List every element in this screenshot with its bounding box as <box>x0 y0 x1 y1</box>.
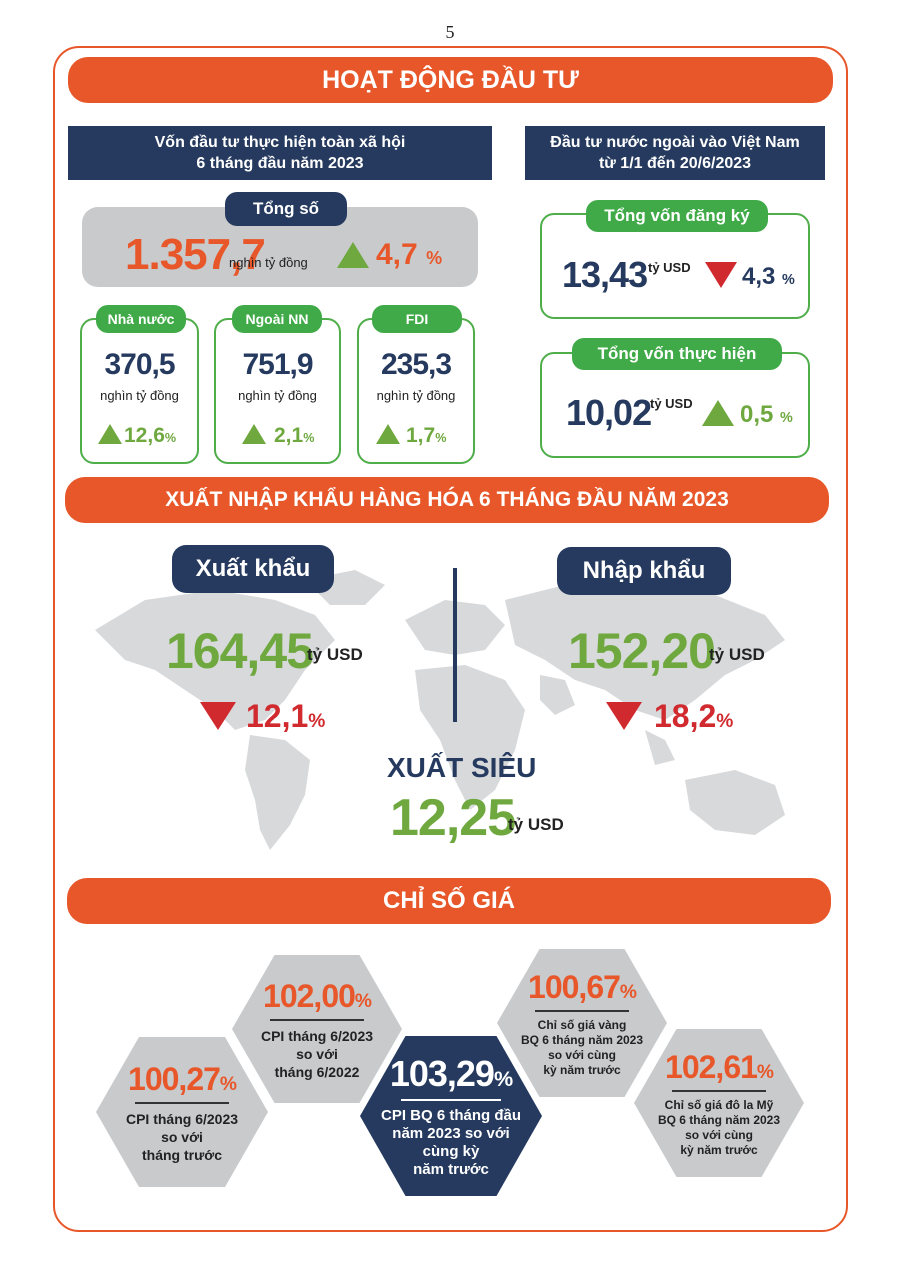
sector-change-private: 2,1% <box>274 424 315 447</box>
price-caption-line: kỳ năm trước <box>543 1062 621 1077</box>
disbursed-unit: tỷ USD <box>650 396 693 411</box>
investment-banner: HOẠT ĐỘNG ĐẦU TƯ <box>68 57 833 103</box>
export-change: 12,1% <box>246 698 326 734</box>
up-arrow-icon <box>98 424 122 444</box>
price-value: 100,67% <box>528 968 637 1005</box>
disbursed-value: 10,02 <box>566 392 652 433</box>
price-caption-line: tháng 6/2022 <box>274 1063 360 1080</box>
disbursed-label: Tổng vốn thực hiện <box>572 338 782 370</box>
page-frame <box>53 46 848 1232</box>
sector-value-private: 751,9 <box>242 348 313 381</box>
surplus-label: XUẤT SIÊU <box>387 752 537 783</box>
down-arrow-icon <box>705 262 737 288</box>
total-unit: nghìn tỷ đồng <box>229 255 308 270</box>
import-label: Nhập khẩu <box>557 547 731 595</box>
sector-label-fdi: FDI <box>372 305 462 333</box>
price-caption-line: BQ 6 tháng năm 2023 <box>657 1112 781 1127</box>
price-caption-line: BQ 6 tháng năm 2023 <box>520 1032 644 1047</box>
price-caption-line: CPI tháng 6/2023 <box>125 1110 239 1127</box>
domestic-header-line1: Vốn đầu tư thực hiện toàn xã hội <box>154 134 406 151</box>
export-value: 164,45 <box>166 623 314 679</box>
price-value: 102,61% <box>665 1048 774 1085</box>
import-change: 18,2% <box>654 698 734 734</box>
price-caption-line: so với cùng <box>548 1047 616 1062</box>
divider <box>535 1009 629 1012</box>
sector-change-fdi: 1,7% <box>406 424 447 447</box>
price-caption-line: kỳ năm trước <box>680 1142 758 1157</box>
fdi-header-line1: Đầu tư nước ngoài vào Việt Nam <box>550 134 800 151</box>
surplus-value: 12,25 <box>390 789 516 847</box>
registered-change: 4,3 % <box>742 263 795 290</box>
divider <box>400 1099 502 1101</box>
sector-change-state: 12,6% <box>124 424 177 447</box>
sector-label-state: Nhà nước <box>96 305 186 333</box>
divider <box>672 1089 766 1092</box>
registered-label: Tổng vốn đăng ký <box>586 200 768 232</box>
fdi-header-line2: từ 1/1 đến 20/6/2023 <box>598 155 752 172</box>
sector-label-private: Ngoài NN <box>232 305 322 333</box>
price-caption-line: năm trước <box>413 1161 489 1178</box>
up-arrow-icon <box>376 424 400 444</box>
price-caption-line: năm 2023 so với <box>392 1125 510 1142</box>
divider <box>270 1018 364 1021</box>
surplus-unit: tỷ USD <box>508 815 564 834</box>
price-caption-line: cùng kỳ <box>422 1143 480 1160</box>
price-value: 103,29% <box>389 1053 513 1094</box>
import-value: 152,20 <box>568 623 716 679</box>
trade-banner: XUẤT NHẬP KHẨU HÀNG HÓA 6 THÁNG ĐẦU NĂM … <box>65 477 829 523</box>
prices-banner: CHỈ SỐ GIÁ <box>67 878 831 924</box>
sector-value-fdi: 235,3 <box>380 348 452 381</box>
price-caption-line: Chỉ số giá vàng <box>537 1017 627 1032</box>
sector-unit-state: nghìn tỷ đồng <box>100 388 179 403</box>
export-unit: tỷ USD <box>307 645 363 664</box>
up-arrow-icon <box>337 242 369 268</box>
divider <box>453 568 457 722</box>
registered-value: 13,43 <box>562 254 648 295</box>
price-caption-line: Chỉ số giá đô la Mỹ <box>664 1097 774 1112</box>
down-arrow-icon <box>606 702 642 730</box>
total-label: Tổng số <box>225 192 347 226</box>
sector-unit-fdi: nghìn tỷ đồng <box>376 388 456 403</box>
total-change: 4,7 % <box>376 238 443 271</box>
price-caption-line: tháng trước <box>142 1146 222 1163</box>
domestic-investment-header: Vốn đầu tư thực hiện toàn xã hội 6 tháng… <box>68 126 492 180</box>
price-caption-line: so với <box>161 1128 203 1145</box>
sector-value-state: 370,5 <box>104 348 175 381</box>
import-unit: tỷ USD <box>709 645 765 664</box>
domestic-header-line2: 6 tháng đầu năm 2023 <box>196 155 364 172</box>
price-caption-line: so với <box>296 1045 338 1062</box>
price-caption-line: CPI BQ 6 tháng đầu <box>380 1107 521 1124</box>
price-caption-line: so với cùng <box>685 1127 753 1142</box>
registered-unit: tỷ USD <box>648 260 691 275</box>
total-value: 1.357,7 <box>125 230 266 279</box>
down-arrow-icon <box>200 702 236 730</box>
price-value: 100,27% <box>128 1060 237 1097</box>
up-arrow-icon <box>702 400 734 426</box>
sector-unit-private: nghìn tỷ đồng <box>238 388 317 403</box>
page-number: 5 <box>445 22 455 42</box>
disbursed-change: 0,5 % <box>740 401 793 428</box>
price-value: 102,00% <box>263 977 372 1014</box>
sector-box-private <box>214 318 341 464</box>
divider <box>134 1101 230 1104</box>
up-arrow-icon <box>242 424 266 444</box>
export-label: Xuất khẩu <box>172 545 334 593</box>
price-caption-line: CPI tháng 6/2023 <box>260 1027 374 1044</box>
fdi-header: Đầu tư nước ngoài vào Việt Nam từ 1/1 đế… <box>525 126 825 180</box>
